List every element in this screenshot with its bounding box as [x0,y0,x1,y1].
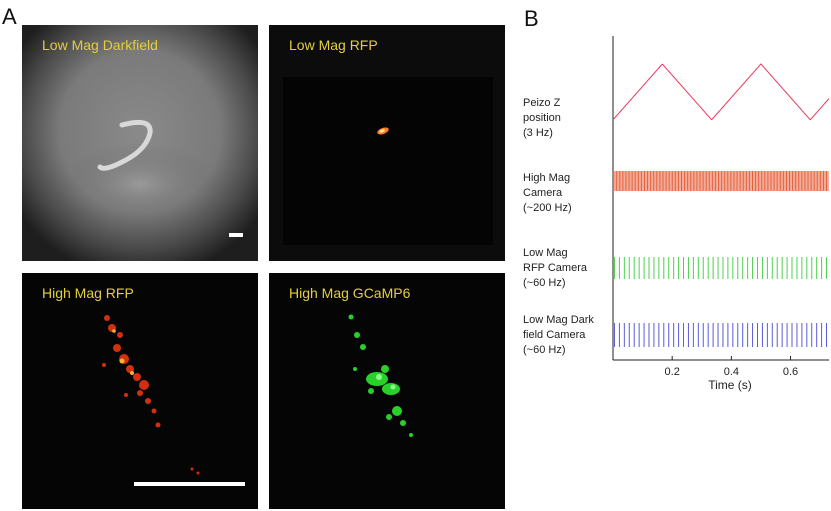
trace-piezo [612,63,830,121]
high-mag-rfp-image: High Mag RFP [22,273,258,509]
trace-label-piezo: Peizo Z position (3 Hz) [523,97,561,139]
panel-letter-b: B [524,6,539,31]
trace-low_mag_darkfield_camera [613,323,828,347]
x-axis-label: Time (s) [708,378,752,392]
low-mag-rfp-image: Low Mag RFP [269,25,505,261]
low-mag-darkfield-image: Low Mag Darkfield [22,25,258,261]
trace-label-high-mag-camera: High Mag Camera (~200 Hz) [523,172,572,214]
scale-bar [229,233,243,237]
scale-bar [134,482,245,486]
trace-high_mag_camera [612,171,829,191]
rfp-neurons [102,315,200,475]
panel-title: Low Mag Darkfield [42,37,158,53]
panel-title: Low Mag RFP [289,37,378,53]
worm-shape [97,119,153,171]
panel-title: High Mag RFP [42,285,134,301]
timing-chart: 0.2 0.4 0.6 Time (s) [612,36,830,392]
trace-label-low-mag-darkfield-camera: Low Mag Dark field Camera (~60 Hz) [523,314,594,356]
x-tick-label: 0.2 [665,366,680,378]
trace-low_mag_rfp_camera [613,257,828,279]
panel-letter-a: A [2,4,17,29]
trace-label-low-mag-rfp-camera: Low Mag RFP Camera (~60 Hz) [523,247,587,289]
x-tick-label: 0.4 [724,366,739,378]
x-tick-label: 0.6 [783,366,798,378]
high-mag-gcamp6-image: High Mag GCaMP6 [269,273,505,509]
panel-title: High Mag GCaMP6 [289,285,411,301]
